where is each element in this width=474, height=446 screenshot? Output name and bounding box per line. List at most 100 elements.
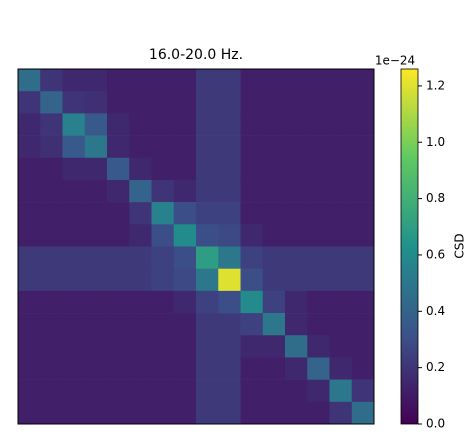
heatmap-cell [151,135,175,159]
heatmap-cell [62,135,86,159]
heatmap-cell [84,357,108,380]
heatmap-cell [218,335,241,358]
heatmap-cell [62,113,86,136]
heatmap-cell [329,224,353,247]
heatmap-cell [18,268,41,292]
heatmap-cell [262,401,286,425]
heatmap-cell [351,135,375,159]
heatmap-cell [262,224,286,247]
heatmap-cell [240,179,264,203]
heatmap-cell [40,113,63,136]
heatmap-cell [307,113,330,136]
heatmap-cell [262,268,286,292]
heatmap-cell [218,379,241,403]
heatmap-cell [62,401,86,425]
heatmap-cell [307,246,330,269]
heatmap-cell [307,69,330,92]
heatmap-cell [218,202,241,225]
colorbar-tick-label: 0.6 [426,247,445,261]
heatmap-cell [351,290,375,314]
heatmap-cell [18,69,41,92]
heatmap-cell [129,246,152,269]
heatmap [18,69,375,425]
heatmap-cell [129,379,152,403]
colorbar-tick-label: 0.4 [426,304,445,318]
heatmap-cell [218,113,241,136]
heatmap-cell [40,224,63,247]
heatmap-cell [40,401,63,425]
heatmap-cell [18,91,41,114]
heatmap-cell [351,113,375,136]
heatmap-cell [84,379,108,403]
heatmap-cell [107,246,130,269]
heatmap-cell [351,202,375,225]
heatmap-cell [285,113,308,136]
heatmap-cell [151,91,175,114]
heatmap-cell [62,224,86,247]
heatmap-cell [285,135,308,159]
heatmap-cell [240,135,264,159]
heatmap-cell [62,335,86,358]
chart-title: 16.0-20.0 Hz. [149,47,243,63]
colorbar-label: CSD [453,233,467,258]
heatmap-cell [151,202,175,225]
heatmap-cell [262,357,286,380]
heatmap-cell [129,179,152,203]
heatmap-cell [84,179,108,203]
heatmap-cell [285,335,308,358]
heatmap-cell [107,401,130,425]
heatmap-cell [40,135,63,159]
heatmap-cell [84,224,108,247]
heatmap-cell [351,335,375,358]
heatmap-cell [262,246,286,269]
heatmap-cell [262,157,286,181]
heatmap-cell [62,179,86,203]
heatmap-cell [84,268,108,292]
heatmap-cell [262,69,286,92]
heatmap-cell [218,157,241,181]
heatmap-cell [107,157,130,181]
heatmap-cell [196,224,219,247]
heatmap-cell [62,246,86,269]
heatmap-cell [129,290,152,314]
heatmap-cell [285,91,308,114]
heatmap-cell [84,335,108,358]
heatmap-cell [173,179,197,203]
heatmap-cell [107,268,130,292]
heatmap-cell [307,157,330,181]
heatmap-cell [62,313,86,336]
heatmap-cell [240,290,264,314]
heatmap-cell [329,268,353,292]
heatmap-cell [351,268,375,292]
heatmap-cell [129,69,152,92]
heatmap-cell [329,91,353,114]
heatmap-cell [329,202,353,225]
heatmap-cell [218,401,241,425]
heatmap-cell [129,268,152,292]
heatmap-cell [218,135,241,159]
heatmap-cell [329,379,353,403]
heatmap-cell [84,290,108,314]
colorbar-tick-label: 0.8 [426,191,445,205]
heatmap-cell [196,401,219,425]
heatmap-cell [240,91,264,114]
heatmap-cell [40,290,63,314]
heatmap-cell [240,379,264,403]
heatmap-cell [84,91,108,114]
heatmap-cell [218,179,241,203]
heatmap-cell [307,224,330,247]
heatmap-cell [40,246,63,269]
heatmap-cell [329,335,353,358]
heatmap-cell [196,135,219,159]
heatmap-cell [151,335,175,358]
heatmap-cell [285,157,308,181]
heatmap-cell [18,313,41,336]
heatmap-cell [173,91,197,114]
heatmap-cell [240,268,264,292]
heatmap-cell [307,379,330,403]
heatmap-cell [173,157,197,181]
heatmap-cell [107,179,130,203]
heatmap-cell [18,202,41,225]
heatmap-cell [84,69,108,92]
